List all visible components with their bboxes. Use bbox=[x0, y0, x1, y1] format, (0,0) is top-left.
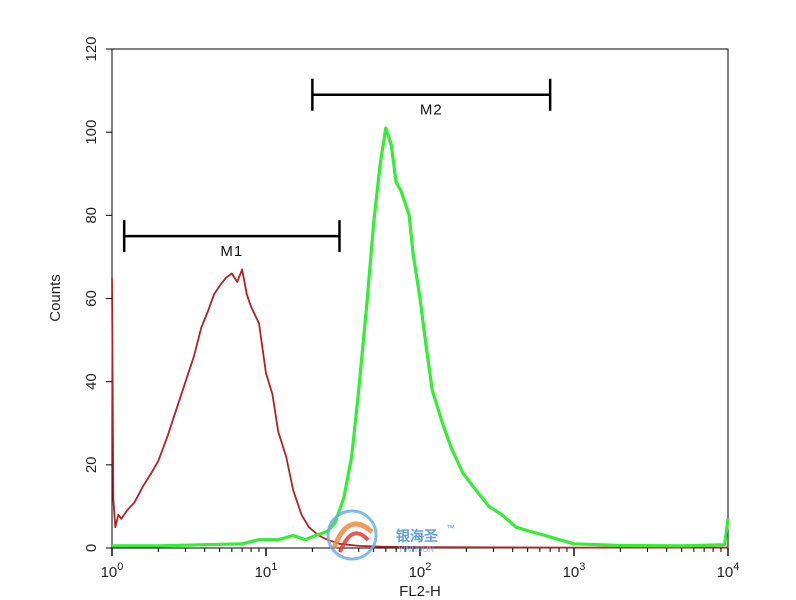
series-layer bbox=[111, 126, 730, 549]
marker-m1: M1 bbox=[122, 220, 341, 260]
y-tick-label: 60 bbox=[83, 290, 100, 307]
y-tick-label: 40 bbox=[83, 373, 100, 390]
x-axis-title: FL2-H bbox=[399, 583, 441, 600]
axis-layer: 0 20 40 60 80 100 120 100 101 102 103 104 bbox=[83, 36, 739, 581]
x-tick-label: 101 bbox=[255, 561, 278, 581]
marker-label: M1 bbox=[220, 243, 243, 260]
watermark-trademark: ™ bbox=[446, 523, 455, 533]
watermark-logo-swoosh bbox=[331, 521, 374, 549]
x-tick-label: 102 bbox=[409, 561, 432, 581]
y-tick-label: 20 bbox=[83, 456, 100, 473]
y-tick-label: 100 bbox=[83, 120, 100, 145]
y-axis-title: Counts bbox=[47, 274, 64, 322]
marker-label: M2 bbox=[420, 102, 443, 119]
x-tick-label: 104 bbox=[717, 561, 740, 581]
y-tick-label: 80 bbox=[83, 207, 100, 224]
marker-m2: M2 bbox=[311, 78, 552, 119]
marker-layer: M1 M2 bbox=[122, 78, 552, 260]
watermark-subtext: YINHSUN bbox=[398, 545, 434, 554]
watermark-text: 银海圣 bbox=[396, 528, 439, 544]
series-line-1 bbox=[111, 268, 728, 549]
y-tick-label: 120 bbox=[83, 36, 100, 61]
x-tick-label: 100 bbox=[101, 561, 124, 581]
watermark-logo-icon bbox=[326, 509, 378, 561]
x-tick-label: 103 bbox=[563, 561, 586, 581]
series-line-2 bbox=[112, 126, 730, 548]
y-tick-label: 0 bbox=[83, 544, 100, 552]
watermark-logo: 银海圣 ™ YINHSUN bbox=[326, 509, 455, 561]
